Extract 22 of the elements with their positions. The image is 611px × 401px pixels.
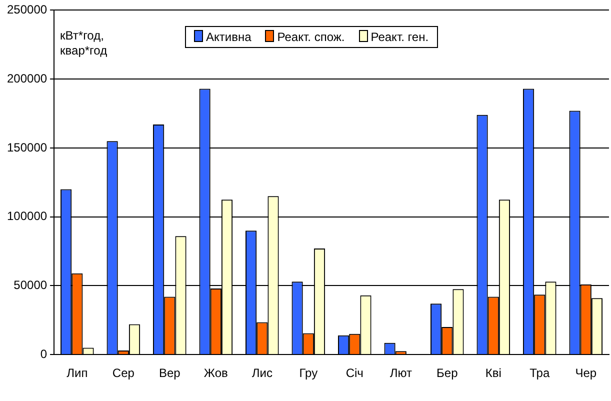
x-tick-label: Кві <box>485 366 502 380</box>
x-tick-label: Бер <box>436 366 458 380</box>
x-tick-label: Гру <box>299 366 318 380</box>
x-tick-label: Лип <box>66 366 88 380</box>
legend-label: Активна <box>205 30 252 44</box>
y-tick-label: 150000 <box>6 140 48 154</box>
y-tick-label: 50000 <box>14 278 48 292</box>
x-tick-label: Тра <box>530 366 550 380</box>
y-tick-label: 100000 <box>6 209 48 224</box>
x-tick-label: Лис <box>252 366 272 380</box>
y-tick-label: 200000 <box>6 71 48 86</box>
x-tick-label: Вер <box>158 366 181 380</box>
x-tick-label: Чер <box>575 366 597 380</box>
y-axis-title: кВт*год, квар*год <box>60 28 108 58</box>
x-tick-label: Жов <box>204 366 228 380</box>
y-tick-label: 0 <box>40 346 48 361</box>
y-tick-label: 250000 <box>6 2 48 17</box>
legend-label: Реакт. ген. <box>370 30 429 44</box>
x-tick-label: Січ <box>346 366 364 380</box>
x-tick-label: Сер <box>112 366 135 380</box>
legend-label: Реакт. спож. <box>276 30 345 44</box>
x-tick-label: Лют <box>390 366 412 380</box>
